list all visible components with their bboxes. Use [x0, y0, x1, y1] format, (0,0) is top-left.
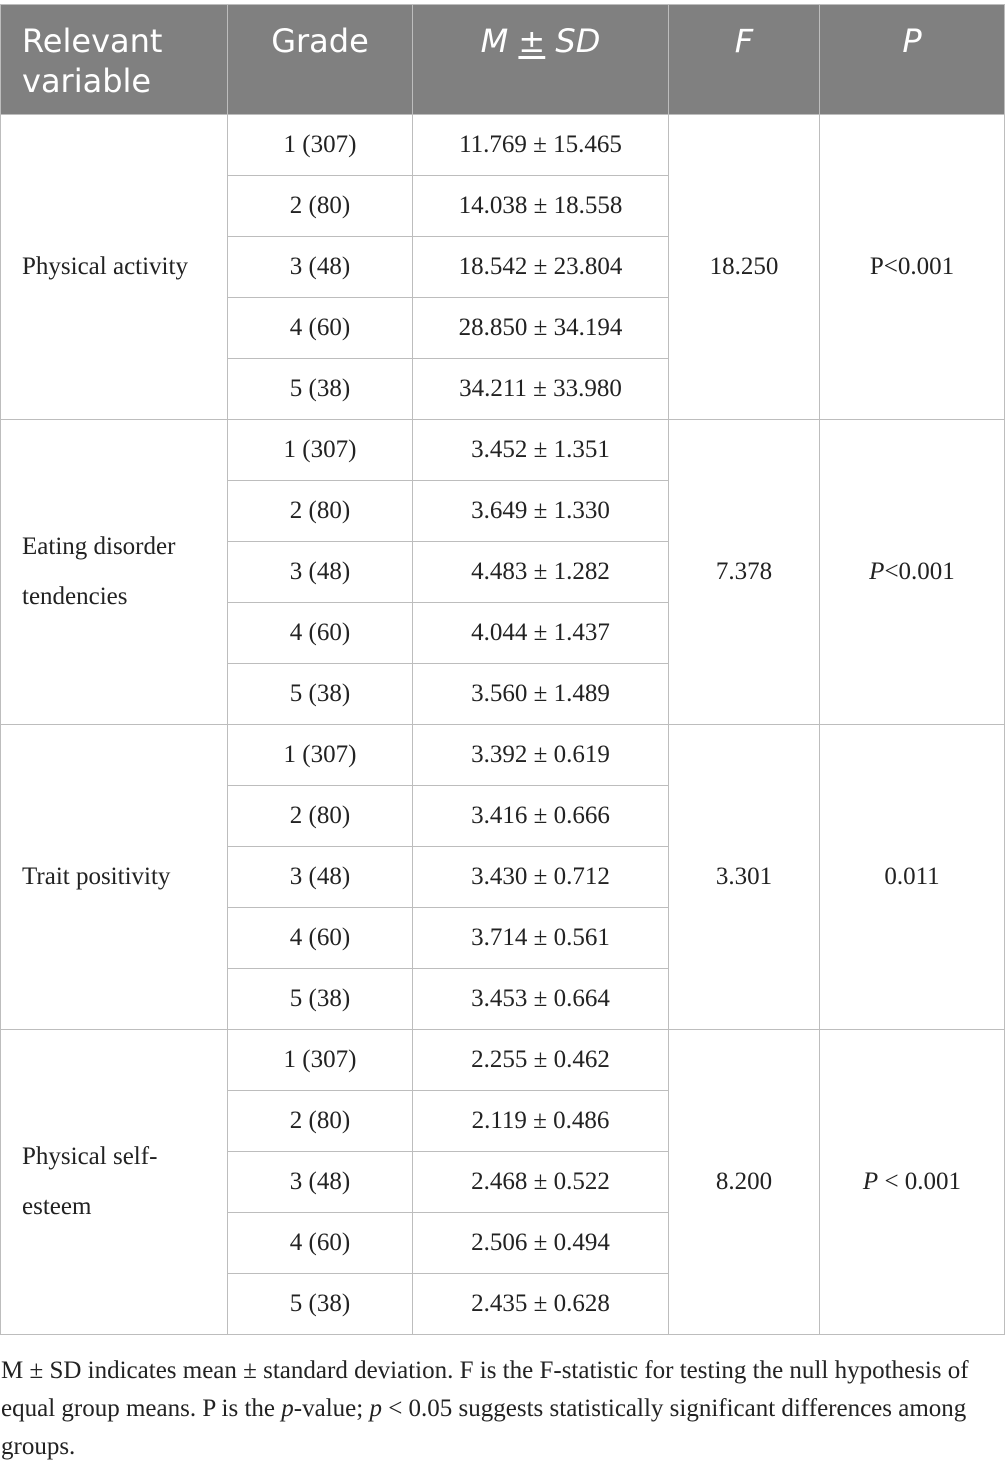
- mean-sd-cell: 18.542 ± 23.804: [412, 236, 669, 298]
- table-header-row: Relevant variable Grade M ± SD F P: [0, 4, 1005, 115]
- grade-cell: 4 (60): [227, 602, 413, 664]
- variable-name-cell: Physical activity: [0, 114, 228, 420]
- table-row: 4 (60) 28.850 ± 34.194: [1, 297, 1005, 359]
- mean-sd-cell: 34.211 ± 33.980: [412, 358, 669, 420]
- p-value-cell: P < 0.001: [819, 1029, 1005, 1335]
- f-value-cell: 3.301: [668, 724, 820, 1030]
- f-value-cell: 8.200: [668, 1029, 820, 1335]
- p-value-cell: P<0.001: [819, 114, 1005, 420]
- mean-sd-cell: 14.038 ± 18.558: [412, 175, 669, 237]
- p-value-cell: P<0.001: [819, 419, 1005, 725]
- table-row: 5 (38) 2.435 ± 0.628: [1, 1273, 1005, 1335]
- grade-cell: 3 (48): [227, 236, 413, 298]
- table-row: 2 (80) 2.119 ± 0.486: [1, 1090, 1005, 1152]
- mean-sd-cell: 2.255 ± 0.462: [412, 1029, 669, 1091]
- grade-cell: 1 (307): [227, 1029, 413, 1091]
- table-row: 4 (60) 4.044 ± 1.437: [1, 602, 1005, 664]
- mean-sd-cell: 3.430 ± 0.712: [412, 846, 669, 908]
- table-row: 3 (48) 4.483 ± 1.282: [1, 541, 1005, 603]
- mean-sd-cell: 3.649 ± 1.330: [412, 480, 669, 542]
- grade-cell: 1 (307): [227, 114, 413, 176]
- grade-cell: 5 (38): [227, 358, 413, 420]
- grade-cell: 2 (80): [227, 785, 413, 847]
- grade-cell: 1 (307): [227, 419, 413, 481]
- grade-cell: 2 (80): [227, 175, 413, 237]
- table-row: 3 (48) 3.430 ± 0.712: [1, 846, 1005, 908]
- header-mean-sd: M ± SD: [412, 4, 669, 115]
- mean-sd-cell: 4.483 ± 1.282: [412, 541, 669, 603]
- mean-sd-cell: 11.769 ± 15.465: [412, 114, 669, 176]
- table-row: 2 (80) 3.416 ± 0.666: [1, 785, 1005, 847]
- mean-sd-cell: 2.119 ± 0.486: [412, 1090, 669, 1152]
- grade-cell: 3 (48): [227, 846, 413, 908]
- table-row: 3 (48) 2.468 ± 0.522: [1, 1151, 1005, 1213]
- variable-name-cell: Trait positivity: [0, 724, 228, 1030]
- mean-sd-cell: 3.452 ± 1.351: [412, 419, 669, 481]
- grade-cell: 4 (60): [227, 297, 413, 359]
- variable-name-cell: Physical self-esteem: [0, 1029, 228, 1335]
- header-p: P: [819, 4, 1005, 115]
- table-row: 2 (80) 3.649 ± 1.330: [1, 480, 1005, 542]
- grade-cell: 2 (80): [227, 1090, 413, 1152]
- p-value-cell: 0.011: [819, 724, 1005, 1030]
- f-value-cell: 7.378: [668, 419, 820, 725]
- grade-cell: 4 (60): [227, 1212, 413, 1274]
- f-value-cell: 18.250: [668, 114, 820, 420]
- mean-sd-cell: 3.392 ± 0.619: [412, 724, 669, 786]
- grade-cell: 3 (48): [227, 1151, 413, 1213]
- table-row: 5 (38) 3.453 ± 0.664: [1, 968, 1005, 1030]
- header-grade: Grade: [227, 4, 413, 115]
- mean-sd-cell: 4.044 ± 1.437: [412, 602, 669, 664]
- grade-cell: 4 (60): [227, 907, 413, 969]
- grade-cell: 5 (38): [227, 1273, 413, 1335]
- grade-cell: 3 (48): [227, 541, 413, 603]
- mean-sd-cell: 3.714 ± 0.561: [412, 907, 669, 969]
- grade-cell: 5 (38): [227, 663, 413, 725]
- table-row: 2 (80) 14.038 ± 18.558: [1, 175, 1005, 237]
- table-row: Trait positivity 1 (307) 3.392 ± 0.619 3…: [0, 724, 1005, 1030]
- table-row: Eating disorder tendencies 1 (307) 3.452…: [0, 419, 1005, 725]
- grade-cell: 5 (38): [227, 968, 413, 1030]
- header-f: F: [668, 4, 820, 115]
- grade-cell: 1 (307): [227, 724, 413, 786]
- mean-sd-cell: 3.416 ± 0.666: [412, 785, 669, 847]
- statistics-table: Relevant variable Grade M ± SD F P Physi…: [0, 4, 1005, 1335]
- mean-sd-cell: 28.850 ± 34.194: [412, 297, 669, 359]
- header-relevant-variable: Relevant variable: [0, 4, 228, 115]
- table-row: Physical activity 1 (307) 11.769 ± 15.46…: [0, 114, 1005, 420]
- mean-sd-cell: 2.435 ± 0.628: [412, 1273, 669, 1335]
- table-row: Physical self-esteem 1 (307) 2.255 ± 0.4…: [0, 1029, 1005, 1335]
- grade-cell: 2 (80): [227, 480, 413, 542]
- mean-sd-cell: 2.506 ± 0.494: [412, 1212, 669, 1274]
- mean-sd-cell: 3.453 ± 0.664: [412, 968, 669, 1030]
- mean-sd-cell: 2.468 ± 0.522: [412, 1151, 669, 1213]
- table-row: 5 (38) 3.560 ± 1.489: [1, 663, 1005, 725]
- table-row: 4 (60) 3.714 ± 0.561: [1, 907, 1005, 969]
- table-footnote: M ± SD indicates mean ± standard deviati…: [1, 1357, 969, 1460]
- variable-name-cell: Eating disorder tendencies: [0, 419, 228, 725]
- mean-sd-cell: 3.560 ± 1.489: [412, 663, 669, 725]
